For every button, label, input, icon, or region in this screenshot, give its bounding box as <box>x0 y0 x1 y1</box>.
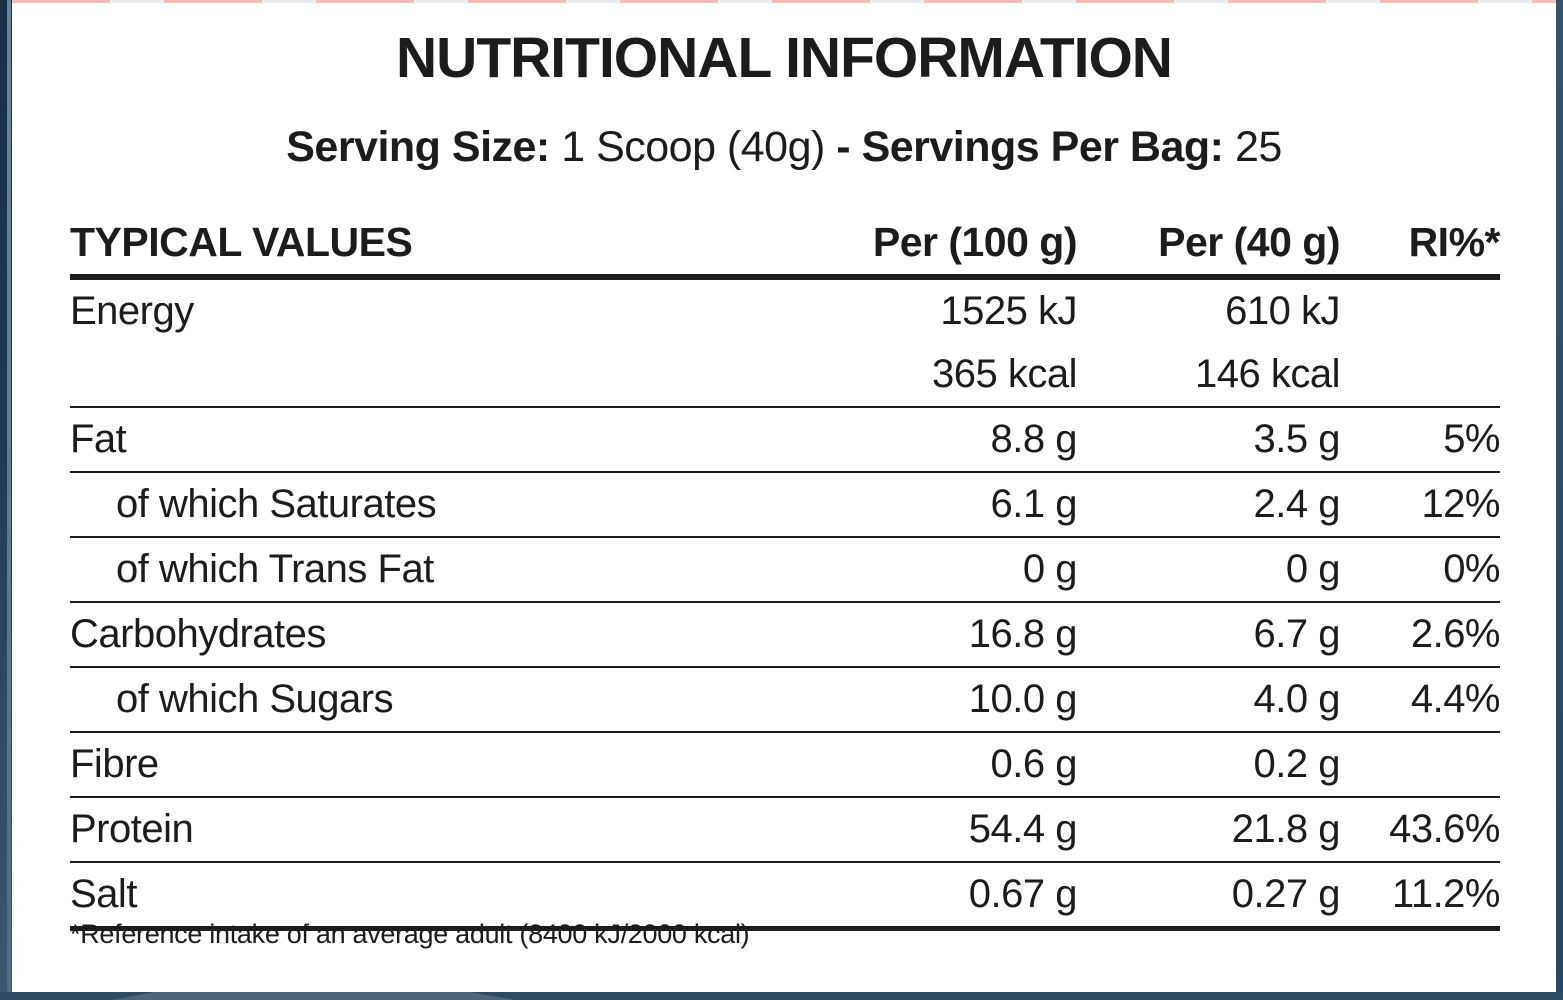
per-100g-value: 6.1 g <box>990 482 1078 526</box>
ri-value: 12% <box>1421 482 1500 526</box>
per-40g-value: 0.2 g <box>1253 742 1341 786</box>
servings-per-bag-value: 25 <box>1234 123 1282 171</box>
header-per-100g: Per (100 g) <box>872 219 1078 265</box>
ri-value: 11.2% <box>1392 872 1500 916</box>
row-label: of which Trans Fat <box>116 547 434 591</box>
table-row-energy-kj: Energy 1525 kJ 610 kJ <box>70 280 1500 343</box>
row-label: Energy <box>70 289 194 333</box>
row-label: Protein <box>70 807 194 851</box>
per-100g-value: 54.4 g <box>968 807 1078 851</box>
page-title: NUTRITIONAL INFORMATION <box>396 26 1173 90</box>
table-row-fibre: Fibre 0.6 g 0.2 g <box>70 731 1500 796</box>
per-100g-value: 10.0 g <box>968 677 1078 721</box>
table-row-protein: Protein 54.4 g 21.8 g 43.6% <box>70 796 1501 861</box>
ri-value: 4.4% <box>1410 677 1501 721</box>
per-40g-value: 21.8 g <box>1231 807 1341 851</box>
per-100g-value: 1525 kJ <box>940 289 1077 333</box>
header-rule <box>70 274 1500 280</box>
per-40g-value: 0.27 g <box>1231 872 1341 916</box>
row-label: Fat <box>70 417 127 461</box>
row-label: Carbohydrates <box>70 612 326 656</box>
left-border-highlight <box>7 0 11 1000</box>
right-border-decoration <box>1556 0 1563 1000</box>
row-label: of which Sugars <box>116 677 394 721</box>
bottom-border-highlight <box>112 992 516 1000</box>
table-row-fat: Fat 8.8 g 3.5 g 5% <box>70 406 1501 471</box>
per-40g-value: 4.0 g <box>1253 677 1341 721</box>
nutrition-label-card: NUTRITIONAL INFORMATION Serving Size: 1 … <box>12 3 1556 992</box>
row-label: Fibre <box>70 742 159 786</box>
nutrition-table: TYPICAL VALUES Per (100 g) Per (40 g) RI… <box>70 206 1501 931</box>
serving-dash: - <box>836 123 851 171</box>
per-40g-value: 610 kJ <box>1225 289 1340 333</box>
reference-intake-footnote: *Reference intake of an average adult (8… <box>70 919 750 949</box>
table-row-salt: Salt 0.67 g 0.27 g 11.2% <box>70 861 1501 926</box>
serving-size-label: Serving Size: <box>286 123 550 171</box>
table-bottom-rule <box>70 926 1500 931</box>
per-40g-value: 146 kcal <box>1195 352 1340 396</box>
left-border-decoration <box>0 0 12 1000</box>
per-100g-value: 8.8 g <box>990 417 1078 461</box>
per-40g-value: 0 g <box>1285 547 1341 591</box>
per-100g-value: 16.8 g <box>968 612 1078 656</box>
row-label: Salt <box>70 872 137 916</box>
table-row-saturates: of which Saturates 6.1 g 2.4 g 12% <box>70 471 1501 536</box>
bottom-border-decoration <box>0 992 1563 1000</box>
ri-value: 43.6% <box>1389 807 1500 851</box>
ri-value: 5% <box>1443 417 1500 461</box>
header-per-40g: Per (40 g) <box>1158 219 1340 265</box>
table-row-carbohydrates: Carbohydrates 16.8 g 6.7 g 2.6% <box>70 601 1501 666</box>
table-row-energy-kcal: 365 kcal 146 kcal <box>70 343 1500 406</box>
top-border-decoration <box>12 0 1556 3</box>
per-100g-value: 0 g <box>1022 547 1078 591</box>
ri-value: 2.6% <box>1410 612 1501 656</box>
header-typical-values: TYPICAL VALUES <box>70 219 413 265</box>
per-40g-value: 6.7 g <box>1253 612 1341 656</box>
serving-size-line: Serving Size: 1 Scoop (40g) - Servings P… <box>12 123 1556 172</box>
header-ri-percent: RI%* <box>1408 219 1501 265</box>
per-100g-value: 365 kcal <box>932 352 1077 396</box>
servings-per-bag-label: Servings Per Bag: <box>861 123 1224 171</box>
row-label: of which Saturates <box>116 482 437 526</box>
table-row-trans-fat: of which Trans Fat 0 g 0 g 0% <box>70 536 1501 601</box>
per-40g-value: 2.4 g <box>1253 482 1341 526</box>
per-100g-value: 0.67 g <box>968 872 1078 916</box>
table-row-sugars: of which Sugars 10.0 g 4.0 g 4.4% <box>70 666 1501 731</box>
table-header-row: TYPICAL VALUES Per (100 g) Per (40 g) RI… <box>70 206 1501 274</box>
ri-value: 0% <box>1443 547 1500 591</box>
serving-size-value: 1 Scoop (40g) <box>561 123 825 171</box>
per-40g-value: 3.5 g <box>1253 417 1341 461</box>
per-100g-value: 0.6 g <box>990 742 1078 786</box>
